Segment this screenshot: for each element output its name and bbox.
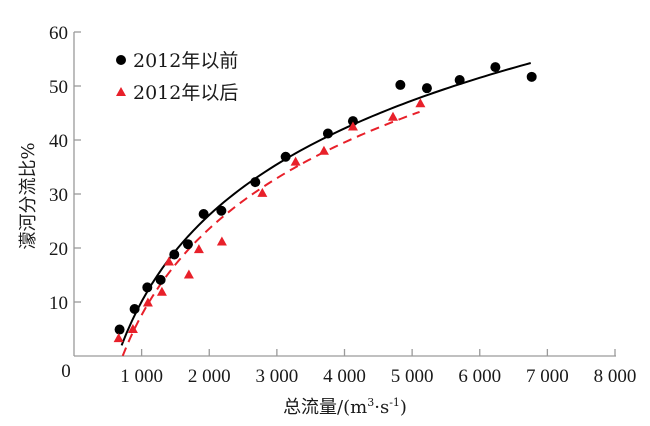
data-point-before-2012 [169,249,180,260]
x-tick-label: 4 000 [323,366,366,387]
legend-label-after-2012: 2012年以后 [133,82,238,104]
data-point-after-2012 [183,269,194,279]
y-tick-label: 60 [49,23,68,44]
x-axis-title-mid: ·s [374,397,389,418]
x-tick-label: 8 000 [594,366,637,387]
data-point-before-2012 [280,151,291,162]
data-point-before-2012 [322,128,333,139]
fit-curves [120,62,532,357]
x-tick-label: 6 000 [458,366,501,387]
y-ticks: 10 20 30 40 50 60 [49,23,81,314]
origin-label: 0 [61,361,71,382]
data-point-before-2012 [526,71,537,82]
fit-curve-before-2012 [120,62,532,346]
x-tick-label: 1 000 [120,366,163,387]
data-point-after-2012 [156,286,167,296]
data-point-after-2012 [216,236,227,246]
data-point-before-2012 [129,304,140,315]
data-point-before-2012 [216,205,227,216]
x-tick-label: 5 000 [391,366,434,387]
data-point-before-2012 [182,239,193,250]
x-axis-title-main: 总流量/(m [283,397,367,418]
data-point-after-2012 [387,111,398,121]
legend: 2012年以前 2012年以后 [116,50,238,104]
y-axis-title: 濛河分流比% [18,142,39,249]
data-point-after-2012 [163,256,174,266]
x-axis-title-end: ) [400,397,407,418]
data-point-before-2012 [142,282,153,293]
data-point-after-2012 [257,187,268,197]
y-tick-label: 30 [49,185,68,206]
data-point-after-2012 [415,98,426,108]
data-point-before-2012 [490,62,501,73]
data-point-after-2012 [347,121,358,131]
x-tick-label: 7 000 [526,366,569,387]
data-point-before-2012 [155,274,166,285]
data-point-before-2012 [198,208,209,219]
x-ticks: 1 000 2 000 3 000 4 000 5 000 6 000 7 000 8 000 [120,349,636,387]
x-tick-label: 3 000 [256,366,299,387]
data-point-after-2012 [290,156,301,166]
data-point-after-2012 [193,244,204,254]
data-points [113,62,537,343]
data-point-after-2012 [318,145,329,155]
data-point-after-2012 [142,297,153,307]
data-point-before-2012 [250,177,261,188]
data-point-before-2012 [347,116,358,127]
data-point-before-2012 [395,79,406,90]
data-point-before-2012 [421,83,432,94]
x-axis-title: 总流量/(m3·s-1) [283,396,407,418]
y-tick-label: 10 [49,293,68,314]
y-tick-label: 50 [49,77,68,98]
data-point-after-2012 [127,324,138,333]
legend-marker-circle [116,55,126,65]
legend-marker-triangle [116,87,126,96]
y-tick-label: 40 [49,131,68,152]
data-point-after-2012 [113,333,124,343]
fit-curve-after-2012 [121,110,420,357]
x-axis-title-sup2: -1 [389,396,400,409]
data-point-before-2012 [114,324,125,335]
x-tick-label: 2 000 [188,366,231,387]
data-point-before-2012 [454,75,465,86]
y-tick-label: 20 [49,239,68,260]
legend-label-before-2012: 2012年以前 [133,50,238,72]
x-axis-title-sup1: 3 [367,396,374,409]
